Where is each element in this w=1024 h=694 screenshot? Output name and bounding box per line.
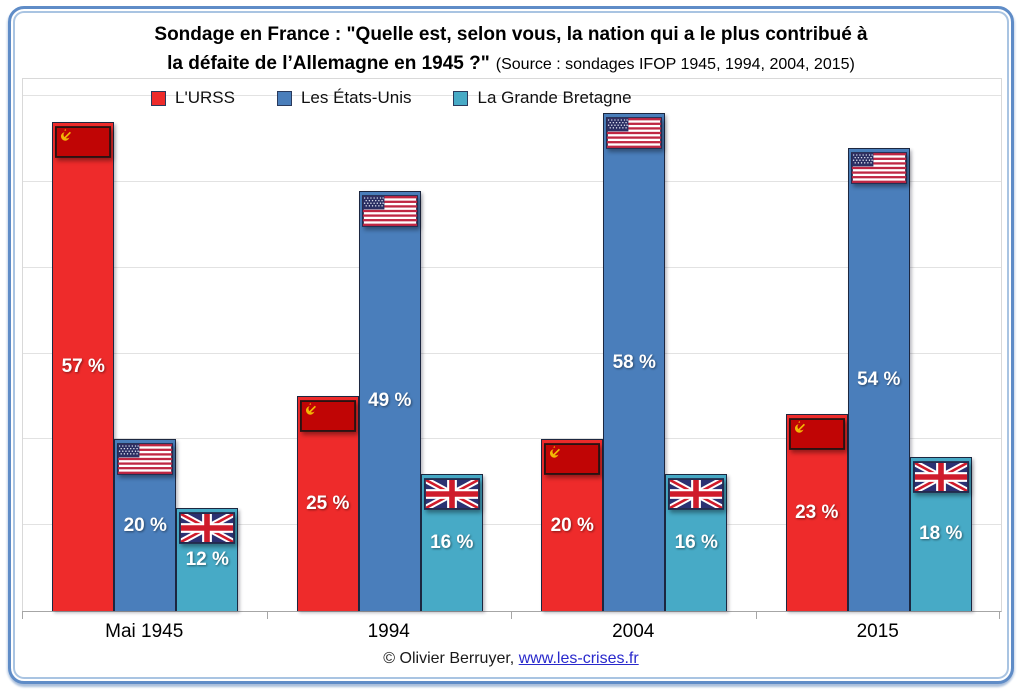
x-axis-label: 1994 [367,621,410,642]
legend-item-gb: La Grande Bretagne [453,88,632,108]
chart-title-line1: Sondage en France : "Quelle est, selon v… [154,24,868,45]
x-axis-label: Mai 1945 [105,621,184,642]
usa-flag-icon [850,151,907,184]
ussr-flag-icon [299,400,356,433]
copyright-text: © Olivier Berruyer, [383,650,515,667]
bar-group-mai-1945: 57 % 20 % [23,79,268,611]
legend-label: L'URSS [175,88,235,107]
gb-swatch-icon [453,90,469,106]
usa-flag-icon [117,443,174,476]
ussr-flag-icon [788,417,845,450]
bar-gb: 12 % [176,508,239,611]
bar-usa: 20 % [114,439,177,611]
bar-value-label: 20 % [550,514,594,536]
bar-gb: 16 % [665,473,728,611]
axis-tick [999,611,1000,619]
bar-urss: 20 % [541,439,604,611]
legend-item-usa: Les États-Unis [276,88,412,108]
bar-groups: 57 % 20 % [23,79,1001,611]
bar-group-2015: 23 % 54 % [757,79,1002,611]
x-axis-ticks [22,611,1000,619]
axis-tick [22,611,23,619]
axis-tick [511,611,512,619]
bar-group-1994: 25 % 49 % [268,79,513,611]
bar-value-label: 25 % [306,493,350,515]
axis-tick [266,611,268,619]
bar-gb: 18 % [909,456,972,611]
ussr-flag-icon [544,443,601,476]
chart-title: Sondage en France : "Quelle est, selon v… [11,20,1011,79]
bar-usa: 54 % [847,147,910,611]
usa-flag-icon [361,194,418,227]
usa-swatch-icon [276,90,292,106]
gridlines [23,79,1001,611]
legend-label: La Grande Bretagne [477,88,632,107]
bar-value-label: 49 % [368,390,412,412]
chart-title-line2-question: la défaite de l’Allemagne en 1945 ?" [167,53,490,74]
bar-value-label: 54 % [857,368,901,390]
uk-flag-icon [668,477,725,510]
chart-source: (Source : sondages IFOP 1945, 1994, 2004… [495,56,855,73]
x-axis-label: 2004 [612,621,655,642]
ussr-flag-icon [55,126,112,158]
gridline [23,524,1001,526]
bar-urss: 25 % [296,396,359,611]
bar-group-2004: 20 % 58 % [512,79,757,611]
bar-value-label: 12 % [185,549,229,571]
bar-urss: 23 % [785,413,848,611]
chart-title-line2: la défaite de l’Allemagne en 1945 ?" (Sou… [11,49,1011,79]
bar-value-label: 58 % [612,351,656,373]
gridline [23,438,1001,440]
urss-swatch-icon [151,90,166,106]
usa-flag-icon [606,117,663,150]
gridline [23,95,1001,97]
uk-flag-icon [423,477,480,510]
chart-frame: Sondage en France : "Quelle est, selon v… [8,6,1014,684]
bar-value-label: 18 % [919,523,963,545]
gridline [23,180,1001,182]
bar-value-label: 20 % [123,514,167,536]
bar-usa: 49 % [358,190,421,611]
bar-value-label: 16 % [430,531,474,553]
bar-value-label: 57 % [61,355,105,377]
bar-gb: 16 % [420,473,483,611]
legend-item-urss: L'URSS [151,88,235,108]
bar-urss: 57 % [52,121,115,611]
legend: L'URSS Les États-Unis La Grande Bretagne [151,88,632,108]
gridline [23,352,1001,354]
legend-label: Les États-Unis [300,88,412,107]
x-axis-label: 2015 [856,621,899,642]
bar-usa: 58 % [603,113,666,611]
bar-value-label: 23 % [795,501,839,523]
bar-value-label: 16 % [674,531,718,553]
les-crises-link[interactable]: www.les-crises.fr [518,650,639,667]
gridline [23,266,1001,268]
plot-area: L'URSS Les États-Unis La Grande Bretagne… [22,78,1002,612]
footer-credit: © Olivier Berruyer, www.les-crises.fr [11,650,1011,668]
uk-flag-icon [179,512,236,544]
x-axis-labels: Mai 1945 1994 2004 2015 [22,621,1000,643]
axis-tick [755,611,757,619]
uk-flag-icon [912,460,969,493]
